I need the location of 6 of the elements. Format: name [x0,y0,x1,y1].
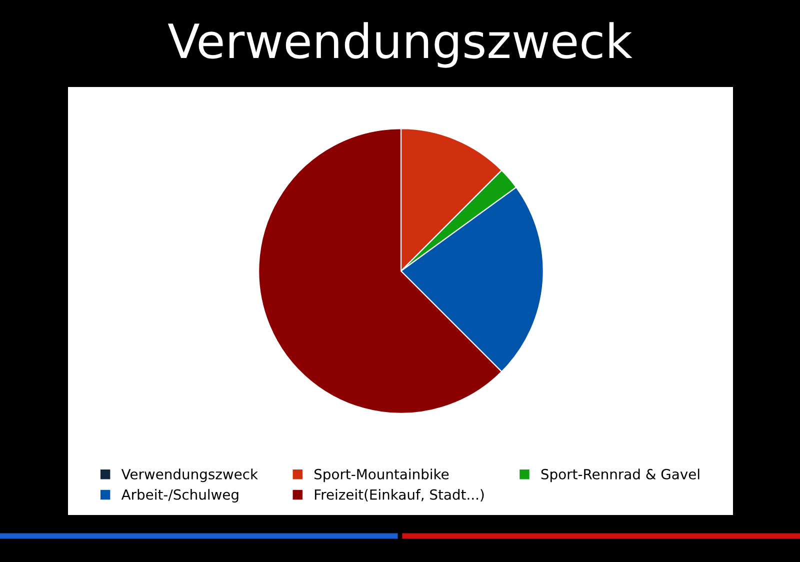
legend-label: Verwendungszweck [121,468,258,482]
legend-label: Freizeit(Einkauf, Stadt...) [314,489,484,502]
legend-label: Sport-Mountainbike [314,468,449,482]
legend-label: Arbeit-/Schulweg [121,489,238,502]
chart-title: Verwendungszweck [168,22,632,68]
legend-label: Sport-Rennrad & Gavel [541,468,700,482]
